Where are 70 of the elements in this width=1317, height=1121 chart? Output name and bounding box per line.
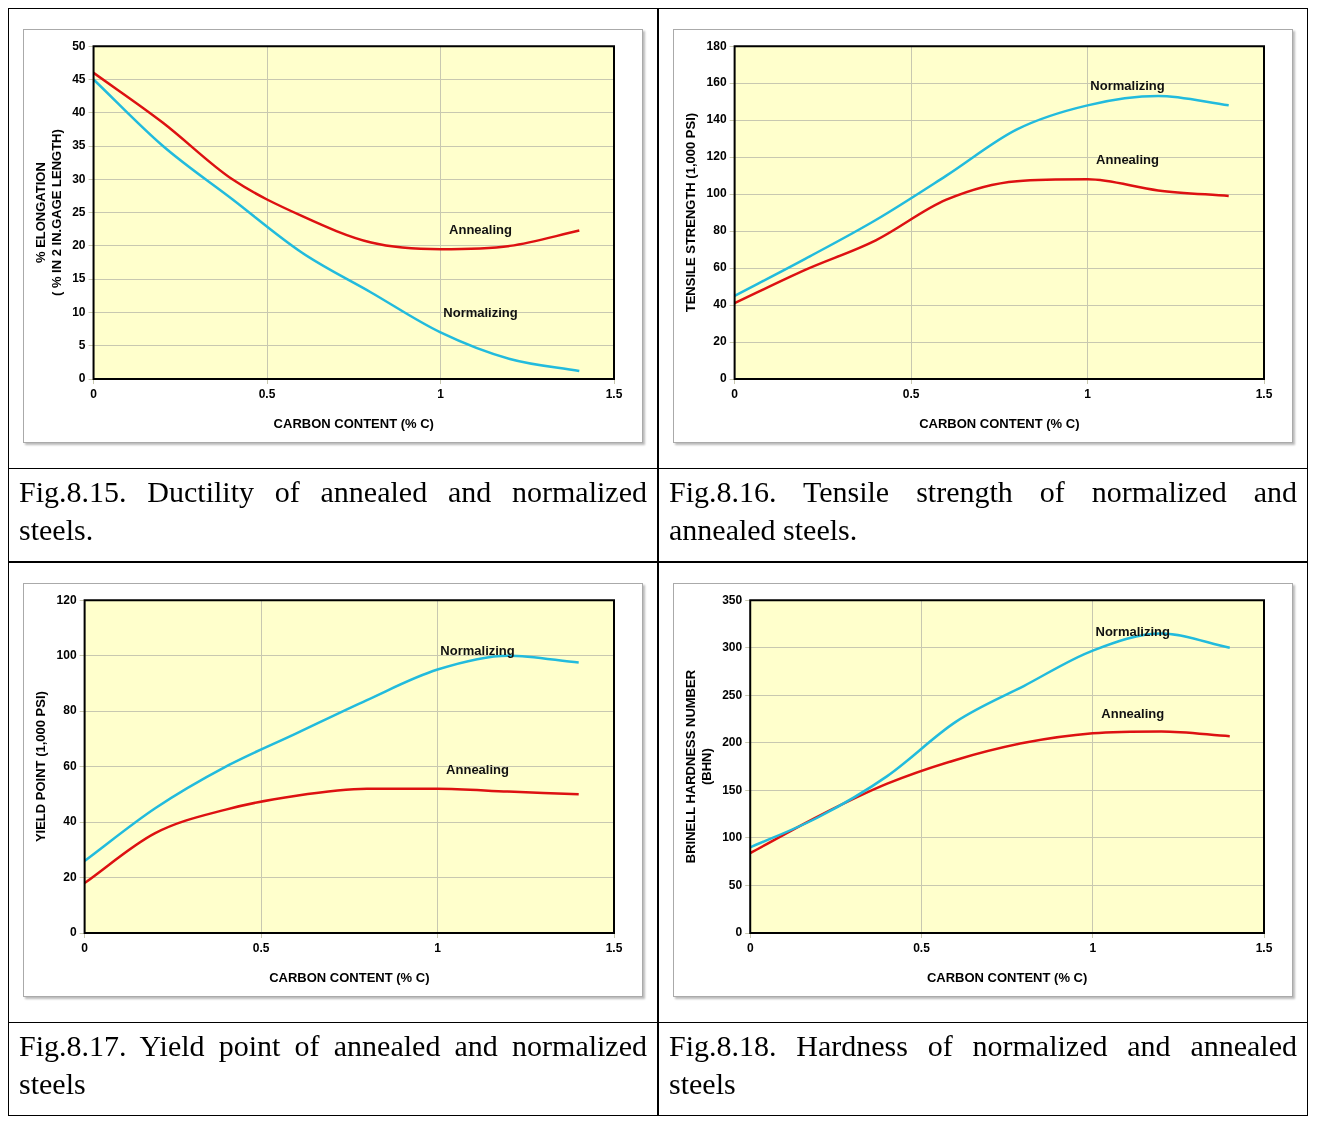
series-label: Annealing xyxy=(1096,152,1160,168)
y-tick-label: 250 xyxy=(722,687,743,702)
y-axis-title: BRINELL HARDNESS NUMBER (BHN) xyxy=(683,669,714,864)
y-tick-label: 0 xyxy=(735,925,743,940)
y-tick-label: 50 xyxy=(728,877,743,892)
x-tick-label: 0.5 xyxy=(258,386,276,401)
x-tick-label: 1 xyxy=(437,386,445,401)
y-tick-label: 20 xyxy=(63,869,77,884)
y-tick-label: 80 xyxy=(63,703,77,718)
series-label: Annealing xyxy=(446,761,510,777)
x-tick-label: 1.5 xyxy=(1255,386,1273,401)
series-label: Normalizing xyxy=(443,305,518,321)
y-tick-label: 20 xyxy=(72,238,86,253)
y-tick-label: 160 xyxy=(706,75,727,90)
y-tick-label: 50 xyxy=(72,38,86,53)
y-tick-label: 300 xyxy=(722,640,743,655)
caption: Fig.8.16. Tensile strength of normalized and annealed steels. xyxy=(669,474,1297,548)
x-axis-title: CARBON CONTENT (% C) xyxy=(269,969,430,985)
x-axis-title: CARBON CONTENT (% C) xyxy=(273,415,434,431)
x-tick-label: 0 xyxy=(90,386,98,401)
caption: Fig.8.17. Yield point of annealed and normalized steels xyxy=(19,1028,647,1102)
y-tick-label: 0 xyxy=(78,371,86,386)
series-label: Normalizing xyxy=(440,642,515,658)
x-axis-title: CARBON CONTENT (% C) xyxy=(919,415,1080,431)
y-tick-label: 180 xyxy=(706,38,727,53)
series-label: Annealing xyxy=(1101,706,1165,722)
y-tick-label: 350 xyxy=(722,592,743,607)
y-tick-label: 40 xyxy=(713,297,727,312)
y-tick-label: 60 xyxy=(713,260,727,275)
y-tick-label: 30 xyxy=(72,171,86,186)
y-axis-title: TENSILE STRENGTH (1,000 PSI) xyxy=(683,112,699,313)
series-label: Annealing xyxy=(449,222,512,238)
y-tick-label: 100 xyxy=(722,830,743,845)
x-tick-label: 1.5 xyxy=(605,386,623,401)
y-tick-label: 0 xyxy=(719,371,727,386)
y-tick-label: 25 xyxy=(72,204,86,219)
y-tick-label: 40 xyxy=(72,105,86,120)
y-tick-label: 5 xyxy=(78,338,86,353)
x-tick-label: 0.5 xyxy=(902,386,920,401)
y-axis-title: % ELONGATION ( % IN 2 IN.GAGE LENGTH) xyxy=(33,129,64,297)
y-tick-label: 100 xyxy=(56,647,77,662)
x-tick-label: 1 xyxy=(434,940,442,955)
y-tick-label: 80 xyxy=(713,223,727,238)
y-tick-label: 20 xyxy=(713,334,727,349)
y-tick-label: 140 xyxy=(706,112,727,127)
x-tick-label: 0.5 xyxy=(252,940,270,955)
y-tick-label: 150 xyxy=(722,782,743,797)
y-axis-title: YIELD POINT (1,000 PSI) xyxy=(33,691,49,843)
y-tick-label: 200 xyxy=(722,735,743,750)
y-tick-label: 10 xyxy=(72,304,86,319)
y-tick-label: 35 xyxy=(72,138,86,153)
y-tick-label: 0 xyxy=(69,925,77,940)
y-tick-label: 15 xyxy=(72,271,86,286)
y-tick-label: 120 xyxy=(56,592,77,607)
x-tick-label: 1 xyxy=(1089,940,1097,955)
y-tick-label: 100 xyxy=(706,186,727,201)
x-tick-label: 0 xyxy=(746,940,754,955)
y-tick-label: 40 xyxy=(63,814,77,829)
x-tick-label: 1.5 xyxy=(1255,940,1273,955)
series-label: Normalizing xyxy=(1095,623,1170,639)
y-tick-label: 45 xyxy=(72,71,86,86)
caption: Fig.8.18. Hardness of normalized and annealed steels xyxy=(669,1028,1297,1102)
caption: Fig.8.15. Ductility of annealed and normalized steels. xyxy=(19,474,647,548)
y-tick-label: 60 xyxy=(63,758,77,773)
series-label: Normalizing xyxy=(1090,78,1165,94)
y-tick-label: 120 xyxy=(706,149,727,164)
x-tick-label: 0.5 xyxy=(913,940,931,955)
x-tick-label: 1.5 xyxy=(605,940,623,955)
x-axis-title: CARBON CONTENT (% C) xyxy=(926,969,1088,985)
x-tick-label: 1 xyxy=(1084,386,1092,401)
